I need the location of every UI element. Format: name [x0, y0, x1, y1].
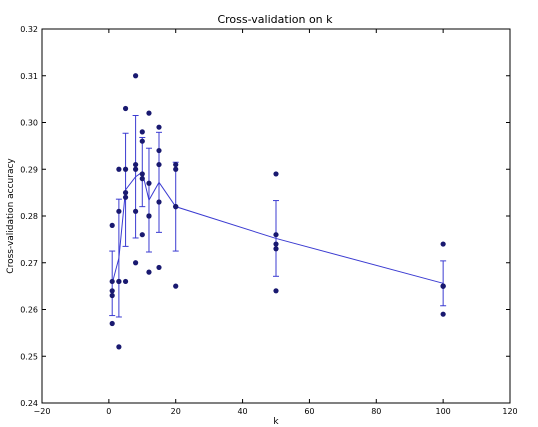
- data-point: [122, 278, 129, 285]
- x-tick-label: 80: [371, 407, 381, 416]
- data-point: [109, 222, 115, 228]
- y-tick-label: 0.31: [20, 72, 38, 81]
- y-tick-label: 0.32: [20, 25, 38, 34]
- data-point: [122, 166, 129, 172]
- data-point: [139, 176, 145, 182]
- data-point: [109, 320, 115, 327]
- data-point: [146, 180, 152, 186]
- data-point: [133, 161, 139, 168]
- data-point: [139, 232, 145, 238]
- data-point: [146, 269, 152, 275]
- data-points: [109, 73, 446, 350]
- x-tick-label: −20: [34, 407, 51, 416]
- data-point: [116, 208, 122, 214]
- data-point: [116, 166, 122, 172]
- data-point: [156, 199, 162, 205]
- data-point: [156, 161, 162, 168]
- data-point: [440, 241, 446, 247]
- y-tick-label: 0.26: [20, 306, 38, 315]
- x-tick-label: 40: [237, 407, 247, 416]
- data-point: [273, 171, 279, 177]
- data-point: [133, 73, 139, 79]
- data-point: [109, 288, 115, 294]
- x-tick-label: 100: [436, 407, 451, 416]
- y-tick-label: 0.29: [20, 165, 38, 174]
- data-point: [156, 147, 162, 154]
- data-point: [133, 208, 139, 214]
- data-point: [139, 129, 145, 135]
- y-tick-label: 0.28: [20, 212, 38, 221]
- data-point: [116, 344, 122, 350]
- data-point: [273, 241, 279, 247]
- data-point: [173, 283, 179, 289]
- chart-title: Cross-validation on k: [217, 13, 333, 26]
- data-point: [122, 105, 129, 112]
- y-tick-label: 0.30: [20, 119, 38, 128]
- mean-line-group: [111, 171, 444, 284]
- data-point: [122, 194, 129, 200]
- data-point: [156, 264, 162, 271]
- data-point: [146, 213, 152, 219]
- x-tick-label: 60: [304, 407, 314, 416]
- data-point: [122, 190, 129, 196]
- data-point: [273, 246, 279, 252]
- mean-line: [111, 171, 444, 284]
- x-tick-label: 120: [502, 407, 517, 416]
- data-point: [173, 166, 179, 172]
- y-axis-label: Cross-validation accuracy: [6, 158, 16, 274]
- data-point: [109, 292, 115, 299]
- y-tick-label: 0.24: [20, 399, 38, 408]
- x-tick-label: 20: [171, 407, 181, 416]
- data-point: [273, 232, 279, 238]
- data-point: [440, 283, 446, 289]
- data-point: [156, 124, 162, 130]
- y-tick-label: 0.27: [20, 259, 38, 268]
- x-axis-label: k: [273, 417, 279, 427]
- data-point: [109, 278, 115, 285]
- data-point: [440, 311, 446, 317]
- data-point: [133, 166, 139, 172]
- data-point: [173, 161, 179, 168]
- data-point: [173, 204, 179, 210]
- data-point: [146, 110, 152, 116]
- x-tick-label: 0: [106, 407, 111, 416]
- data-point: [116, 278, 122, 285]
- data-point: [139, 138, 145, 144]
- data-point: [273, 288, 279, 294]
- data-point: [133, 260, 139, 266]
- data-point: [139, 171, 145, 177]
- y-tick-label: 0.25: [20, 352, 38, 361]
- axis-ticks: −20 0 20 40 60 80 100 120 0.24 0.25 0.26 0.27 0.28 0.…: [20, 25, 517, 416]
